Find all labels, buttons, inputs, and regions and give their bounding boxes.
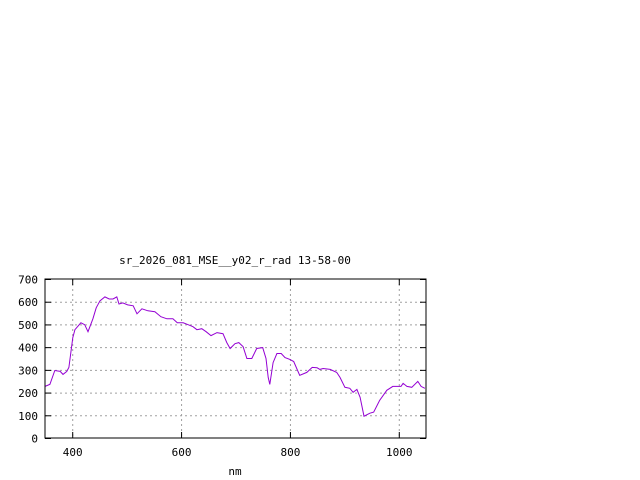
y-tick-label: 600 [18,296,38,309]
y-tick-label: 500 [18,319,38,332]
chart-title: sr_2026_081_MSE__y02_r_rad 13-58-00 [119,254,351,267]
x-tick-label: 400 [63,446,83,459]
y-tick-label: 100 [18,410,38,423]
series-line [44,296,426,417]
x-tick-label: 800 [280,446,300,459]
x-tick-label: 600 [172,446,192,459]
axis-ticks: 0 100 200 300 400 500 600 700 400 600 800 1000 [18,274,426,459]
y-tick-label: 400 [18,342,38,355]
y-tick-label: 0 [31,433,38,446]
y-tick-label: 700 [18,274,38,287]
plot-frame [44,278,427,439]
x-axis-label: nm [228,465,242,478]
y-tick-label: 300 [18,364,38,377]
grid-lines [45,279,426,438]
x-tick-label: 1000 [386,446,413,459]
y-tick-label: 200 [18,387,38,400]
